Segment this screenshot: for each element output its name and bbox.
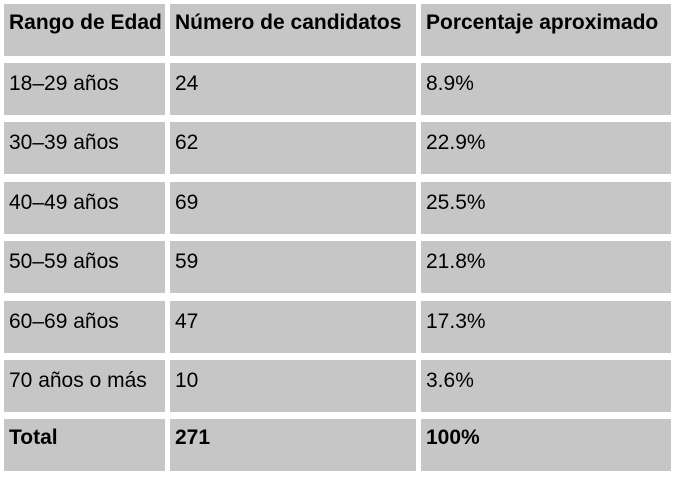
age-range-cell: 50–59 años bbox=[4, 241, 165, 293]
table-row: 18–29 años 24 8.9% bbox=[4, 63, 671, 115]
total-percentage: 100% bbox=[421, 419, 671, 471]
candidate-count-cell: 62 bbox=[170, 122, 416, 174]
age-range-cell: 30–39 años bbox=[4, 122, 165, 174]
candidate-count-cell: 24 bbox=[170, 63, 416, 115]
percentage-cell: 8.9% bbox=[421, 63, 671, 115]
header-age-range: Rango de Edad bbox=[4, 4, 165, 56]
age-range-cell: 60–69 años bbox=[4, 301, 165, 353]
age-range-cell: 40–49 años bbox=[4, 182, 165, 234]
total-label: Total bbox=[4, 419, 165, 471]
percentage-cell: 22.9% bbox=[421, 122, 671, 174]
table-row: 60–69 años 47 17.3% bbox=[4, 301, 671, 353]
percentage-cell: 21.8% bbox=[421, 241, 671, 293]
percentage-cell: 25.5% bbox=[421, 182, 671, 234]
percentage-cell: 17.3% bbox=[421, 301, 671, 353]
header-row: Rango de Edad Número de candidatos Porce… bbox=[4, 4, 671, 56]
header-approx-percentage: Porcentaje aproximado bbox=[421, 4, 671, 56]
total-candidate-count: 271 bbox=[170, 419, 416, 471]
age-range-cell: 18–29 años bbox=[4, 63, 165, 115]
table-row: 30–39 años 62 22.9% bbox=[4, 122, 671, 174]
candidate-count-cell: 59 bbox=[170, 241, 416, 293]
total-row: Total 271 100% bbox=[4, 419, 671, 471]
table-row: 50–59 años 59 21.8% bbox=[4, 241, 671, 293]
header-candidate-count: Número de candidatos bbox=[170, 4, 416, 56]
table-row: 40–49 años 69 25.5% bbox=[4, 182, 671, 234]
age-range-cell: 70 años o más bbox=[4, 360, 165, 412]
candidate-count-cell: 47 bbox=[170, 301, 416, 353]
candidate-count-cell: 69 bbox=[170, 182, 416, 234]
table-row: 70 años o más 10 3.6% bbox=[4, 360, 671, 412]
candidate-count-cell: 10 bbox=[170, 360, 416, 412]
percentage-cell: 3.6% bbox=[421, 360, 671, 412]
